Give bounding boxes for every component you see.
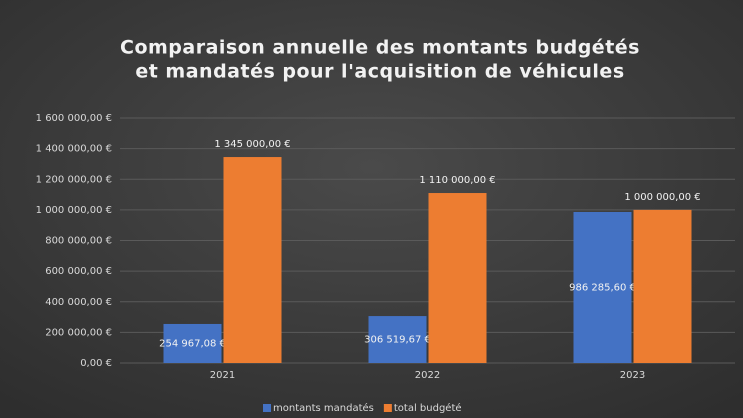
chart-title: et mandatés pour l'acquisition de véhicu…: [135, 61, 624, 83]
data-label: 1 000 000,00 €: [624, 192, 700, 203]
bar: [428, 193, 487, 363]
bar: [223, 157, 282, 363]
y-tick-label: 1 000 000,00 €: [36, 205, 112, 216]
data-label: 1 345 000,00 €: [214, 139, 290, 150]
legend-label: montants mandatés: [273, 402, 374, 414]
data-label: 254 967,08 €: [159, 338, 226, 349]
legend-swatch: [383, 404, 392, 412]
data-label: 1 110 000,00 €: [419, 175, 495, 186]
chart-title: Comparaison annuelle des montants budgét…: [120, 37, 640, 59]
x-tick-label: 2022: [415, 370, 440, 381]
y-tick-label: 1 200 000,00 €: [36, 174, 112, 185]
legend-swatch: [263, 404, 271, 412]
y-tick-label: 1 600 000,00 €: [36, 113, 112, 124]
y-tick-label: 400 000,00 €: [45, 297, 112, 308]
y-tick-label: 800 000,00 €: [45, 236, 112, 247]
x-tick-label: 2023: [620, 370, 645, 381]
bar: [163, 323, 222, 363]
data-label: 306 519,67 €: [364, 335, 431, 346]
data-label: 986 285,60 €: [569, 282, 636, 293]
bar: [633, 209, 692, 363]
bar: [573, 211, 632, 363]
bar: [368, 316, 427, 363]
y-tick-label: 200 000,00 €: [45, 327, 112, 338]
x-tick-label: 2021: [210, 370, 235, 381]
legend-label: total budgété: [394, 402, 462, 414]
y-tick-label: 0,00 €: [80, 358, 112, 369]
y-tick-label: 600 000,00 €: [45, 266, 112, 277]
y-tick-label: 1 400 000,00 €: [36, 144, 112, 155]
